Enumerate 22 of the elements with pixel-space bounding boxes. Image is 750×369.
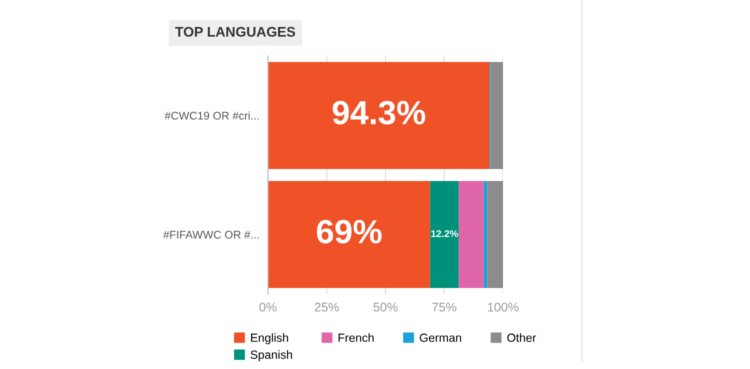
y-tick-label: #FIFAWWC OR #... (163, 230, 259, 239)
legend-label: English (251, 333, 288, 344)
legend-label: French (338, 333, 374, 342)
bar (268, 180, 430, 288)
y-tick-label: #CWC19 OR #cri... (164, 111, 259, 120)
data-label: 69% (316, 220, 382, 244)
bar (490, 62, 503, 170)
legend-label: German (420, 334, 462, 342)
legend-label: Other (507, 333, 536, 342)
bar (484, 180, 488, 288)
data-label: 12.2% (431, 230, 458, 238)
x-tick-label: 50% (373, 302, 398, 312)
x-tick-label: 75% (432, 302, 456, 312)
chart-title: TOP LANGUAGES (175, 26, 296, 37)
bar (487, 180, 503, 288)
bar (458, 180, 484, 288)
legend-label: Spanish (250, 350, 292, 362)
bar (430, 180, 459, 288)
x-tick-label: 25% (314, 302, 339, 312)
x-tick-label: 0% (259, 302, 277, 312)
x-tick-label: 100% (488, 302, 519, 312)
data-label: 94.3% (332, 100, 426, 124)
